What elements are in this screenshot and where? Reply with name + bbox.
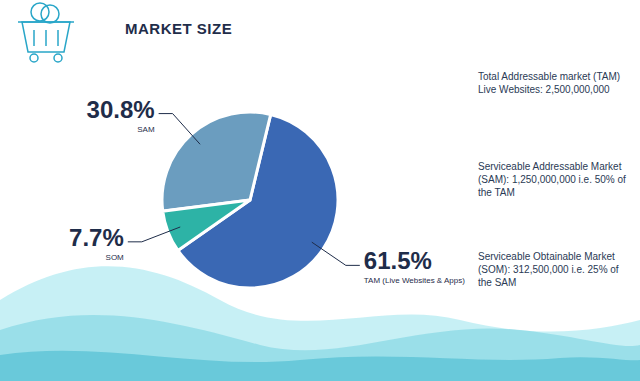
svg-text:61.5%: 61.5% xyxy=(364,247,432,274)
svg-text:SAM: SAM xyxy=(137,125,155,134)
html-text:Serviceable Obtainable Market: Serviceable Obtainable Market (SOM): 312… xyxy=(478,251,622,288)
html-text:MARKET SIZE: MARKET SIZE xyxy=(125,20,233,37)
svg-text:SOM: SOM xyxy=(106,253,125,262)
svg-text:TAM (Live Websites & Apps): TAM (Live Websites & Apps) xyxy=(364,276,465,285)
html-text:Total Addressable market (TAM): Total Addressable market (TAM) Live Webs… xyxy=(478,71,629,95)
svg-text:7.7%: 7.7% xyxy=(69,224,124,251)
html-text:Serviceable Addressable Market: Serviceable Addressable Market (SAM): 1,… xyxy=(478,161,629,198)
svg-text:30.8%: 30.8% xyxy=(87,96,155,123)
